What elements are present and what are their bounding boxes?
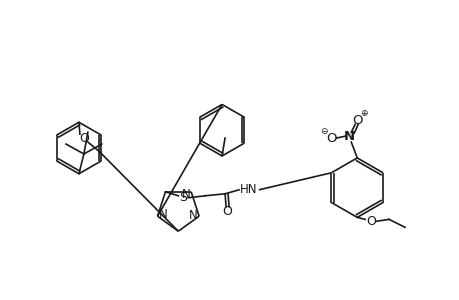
Text: N: N — [159, 208, 168, 221]
Text: S: S — [179, 191, 187, 204]
Text: O: O — [351, 114, 362, 127]
Text: O: O — [365, 215, 375, 228]
Text: N: N — [188, 209, 197, 222]
Text: N: N — [181, 188, 190, 201]
Text: ⊖: ⊖ — [319, 127, 326, 136]
Text: HN: HN — [240, 183, 257, 196]
Text: ⊕: ⊕ — [360, 109, 367, 118]
Text: O: O — [222, 205, 231, 218]
Text: O: O — [79, 132, 89, 145]
Text: O: O — [325, 132, 336, 145]
Text: N: N — [343, 130, 354, 142]
